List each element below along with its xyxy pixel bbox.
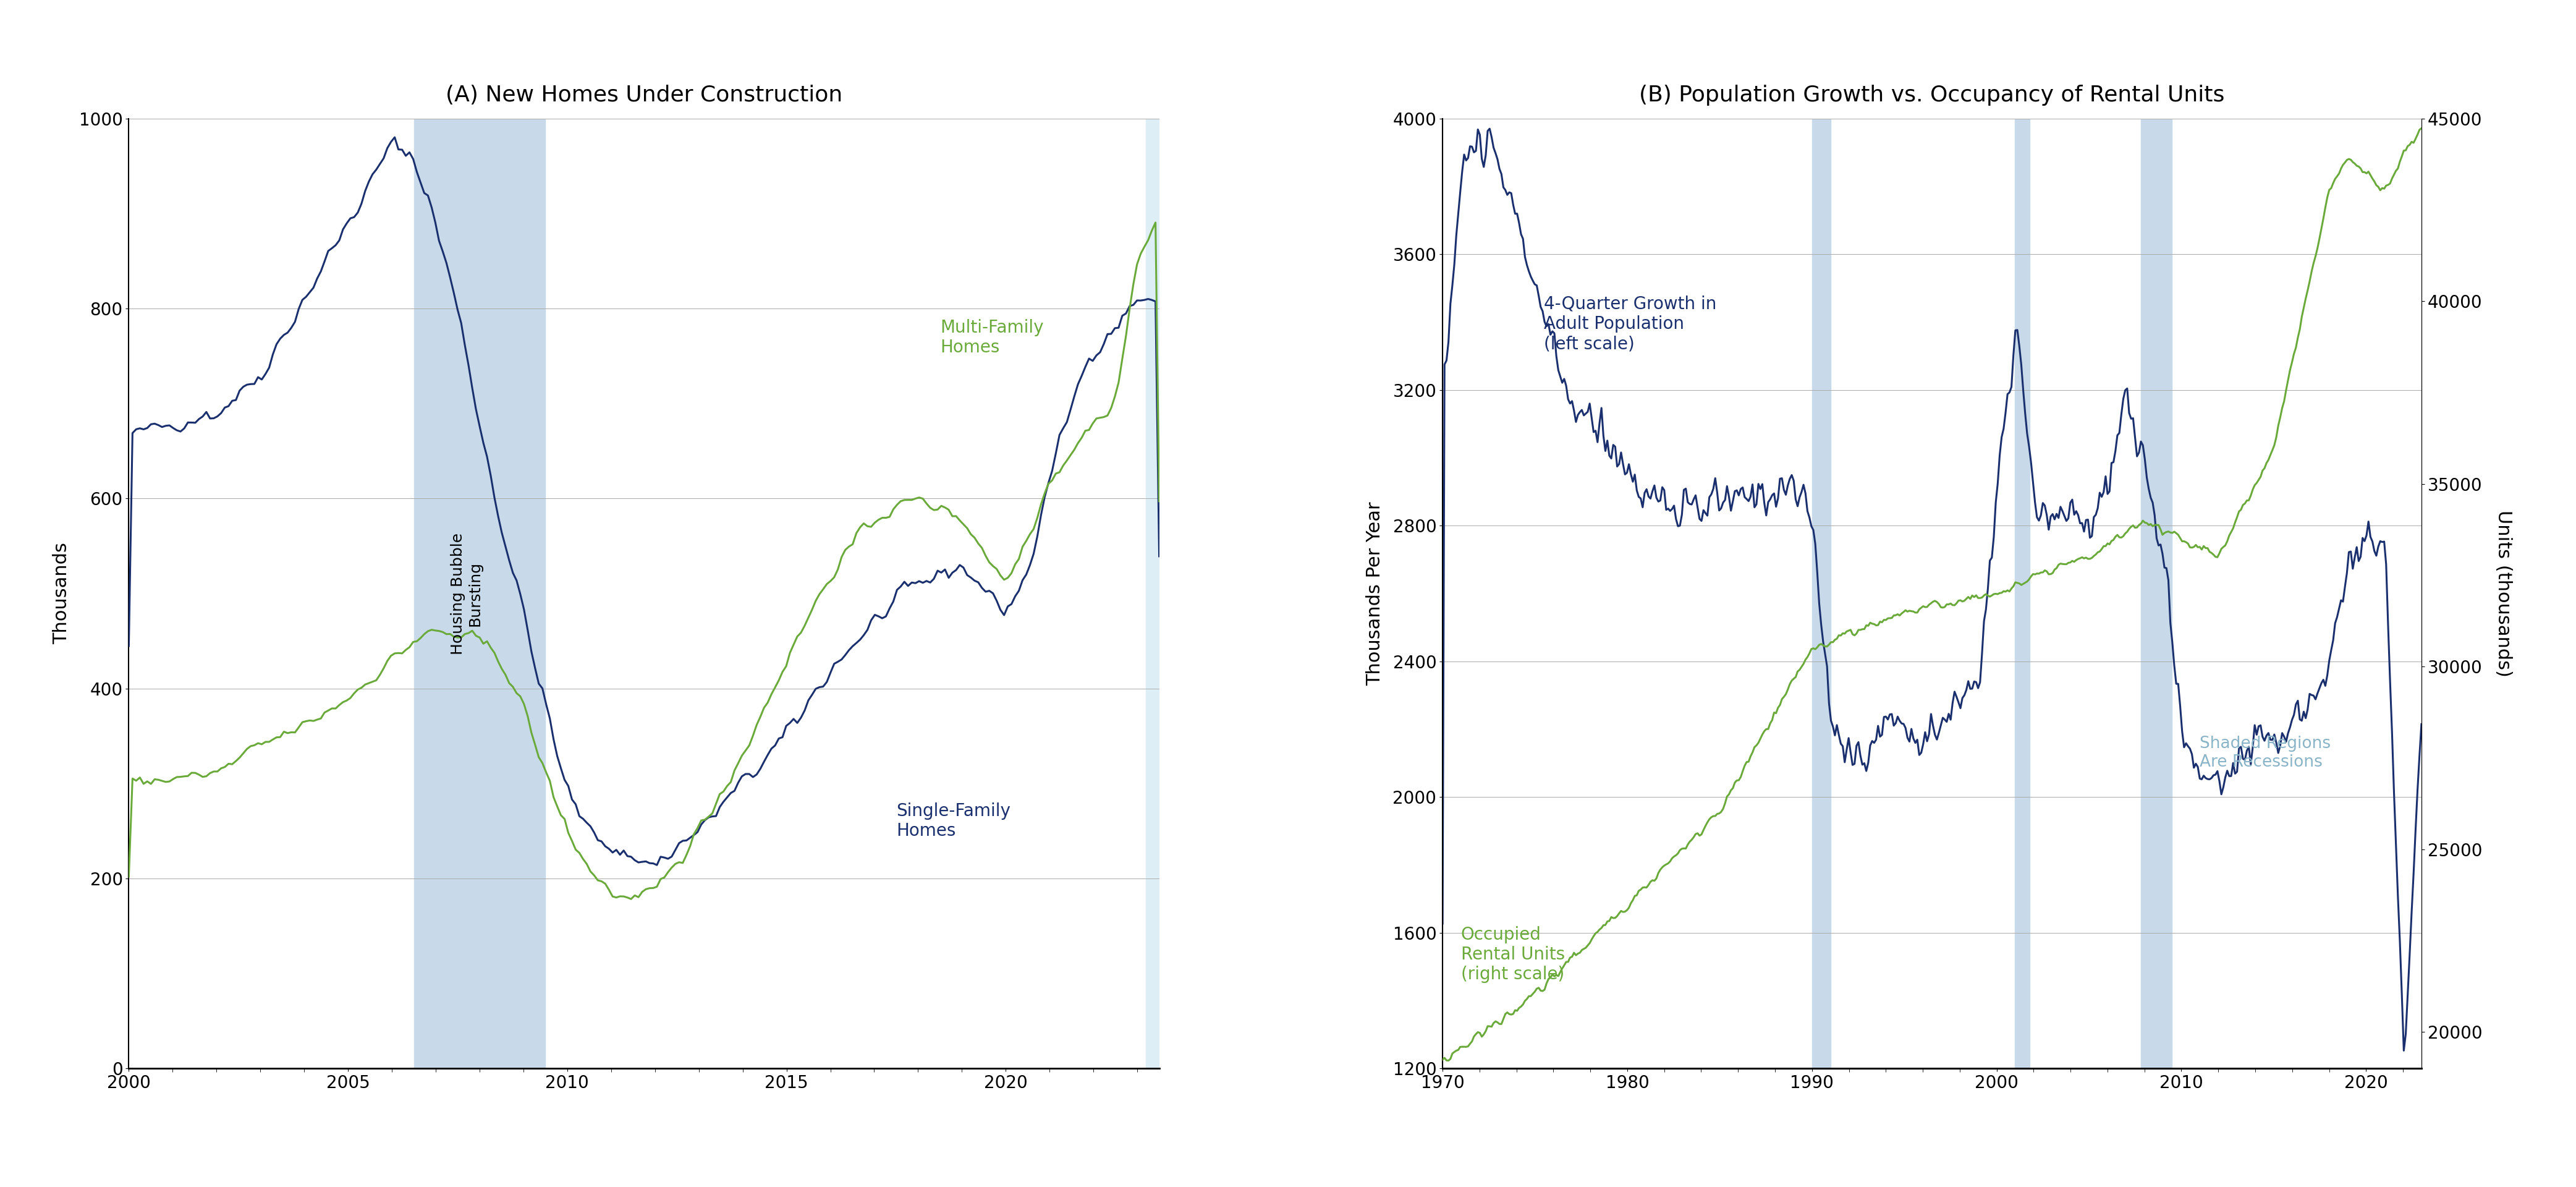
Y-axis label: Units (thousands): Units (thousands) <box>2494 510 2512 677</box>
Bar <box>415 119 546 1068</box>
Text: Shaded Regions
Are Recessions: Shaded Regions Are Recessions <box>2200 736 2331 770</box>
Y-axis label: Thousands Per Year: Thousands Per Year <box>1365 501 1383 686</box>
Text: Housing Bubble
Bursting: Housing Bubble Bursting <box>451 533 482 654</box>
Bar <box>2141 119 2172 1068</box>
Y-axis label: Thousands: Thousands <box>52 542 70 645</box>
Title: (B) Population Growth vs. Occupancy of Rental Units: (B) Population Growth vs. Occupancy of R… <box>1638 84 2226 106</box>
Bar <box>1811 119 1832 1068</box>
Text: Single-Family
Homes: Single-Family Homes <box>896 802 1010 839</box>
Text: Occupied
Rental Units
(right scale): Occupied Rental Units (right scale) <box>1461 926 1566 983</box>
Text: Multi-Family
Homes: Multi-Family Homes <box>940 319 1043 356</box>
Text: 4-Quarter Growth in
Adult Population
(left scale): 4-Quarter Growth in Adult Population (le… <box>1543 296 1716 353</box>
Bar <box>1146 119 1203 1068</box>
Bar <box>2014 119 2030 1068</box>
Title: (A) New Homes Under Construction: (A) New Homes Under Construction <box>446 84 842 106</box>
